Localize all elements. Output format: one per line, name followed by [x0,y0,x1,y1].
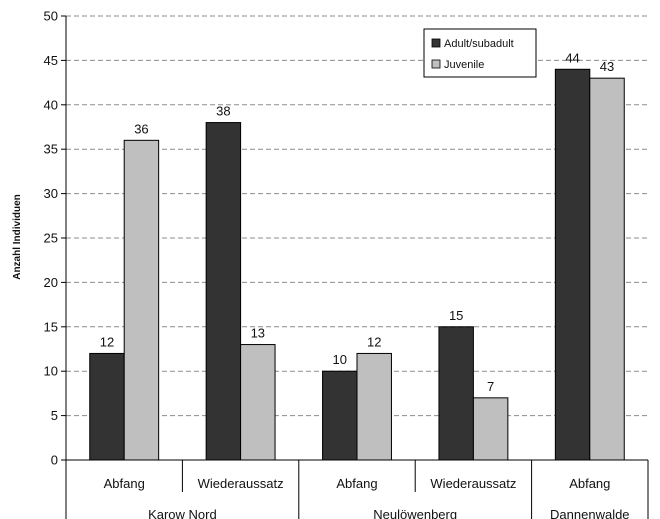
y-tick-label: 40 [44,97,58,112]
x-category-label: Wiederaussatz [430,476,516,491]
x-group-label: Dannenwalde [550,507,630,519]
y-tick-label: 45 [44,53,58,68]
bar [123,139,160,461]
bar [89,352,125,461]
legend-label-juvenile: Juvenile [444,59,484,71]
bar [205,122,242,461]
y-tick-label: 5 [51,408,58,423]
data-label: 36 [134,121,148,136]
bar [472,397,509,461]
data-label: 44 [565,50,579,65]
legend-swatch-adult [431,38,441,48]
legend: Adult/subadult Juvenile [423,28,537,78]
x-category-label: Abfang [104,476,145,491]
y-tick-label: 50 [44,9,58,24]
y-tick-label: 10 [44,364,58,379]
y-tick-label: 15 [44,319,58,334]
data-label: 43 [600,59,614,74]
data-label: 12 [100,334,114,349]
x-group-label: Karow Nord [148,507,217,519]
data-label: 7 [487,379,494,394]
data-label: 15 [449,308,463,323]
bar [438,326,474,461]
y-tick-label: 0 [51,453,58,468]
data-label: 10 [333,352,347,367]
y-tick-label: 20 [44,275,58,290]
y-axis-title: Anzahl Individuen [12,194,23,280]
bar [554,68,591,461]
bar [240,344,276,461]
y-tick-label: 35 [44,142,58,157]
axes: 0 5 10 15 20 25 30 35 40 45 50 Abfang Wiederaussatz A… [44,9,649,519]
bar [356,352,392,461]
bar [322,370,358,461]
x-category-label: Wiederaussatz [198,476,284,491]
value-labels: 12 36 38 13 10 12 15 7 44 43 [100,50,615,394]
data-label: 12 [367,334,381,349]
legend-box [423,28,537,78]
bar [589,77,625,461]
data-label: 38 [216,104,230,119]
legend-swatch-juvenile [431,59,441,69]
y-tick-label: 30 [44,186,58,201]
x-category-label: Abfang [569,476,610,491]
y-tick-label: 25 [44,231,58,246]
x-category-label: Abfang [336,476,377,491]
data-label: 13 [251,326,265,341]
x-group-label: Neulöwenberg [373,507,457,519]
legend-label-adult: Adult/subadult [444,38,514,50]
gridlines [66,15,648,417]
bars [89,68,625,461]
